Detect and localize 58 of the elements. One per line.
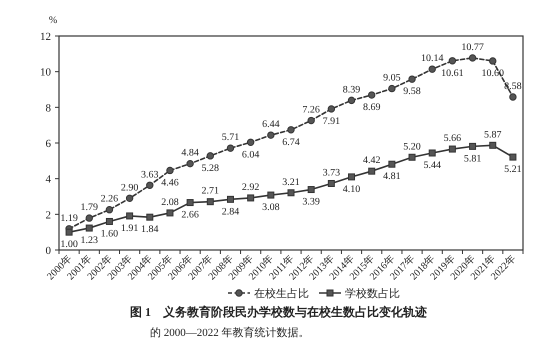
data-label: 2.08 (161, 196, 179, 208)
data-label: 9.58 (403, 86, 421, 98)
data-label: 4.42 (362, 155, 380, 166)
data-label: 1.19 (60, 212, 78, 224)
data-label: 4.10 (342, 184, 360, 195)
data-label: 6.74 (282, 136, 300, 148)
y-axis-title: % (48, 15, 58, 26)
data-label: 4.84 (181, 148, 199, 159)
data-label: 2.84 (222, 206, 240, 218)
data-label: 7.26 (302, 104, 320, 116)
data-label: 1.00 (60, 239, 78, 250)
data-label: 6.44 (262, 119, 280, 130)
data-label: 5.44 (423, 160, 441, 171)
data-label: 2.66 (181, 210, 199, 221)
y-tick-label: 4 (46, 174, 52, 186)
data-label: 7.91 (322, 116, 340, 127)
data-label: 6.04 (242, 149, 260, 160)
text: 图 1 义务教育阶段民办学校数与在校生数占比变化轨迹 (130, 305, 427, 319)
data-label: 5.81 (464, 153, 482, 164)
legend-item: 在校生占比 (228, 288, 309, 300)
y-tick-label: 10 (40, 66, 52, 79)
legend-label: 学校数占比 (345, 287, 400, 300)
data-label: 2.71 (202, 186, 220, 197)
text: 的 2000—2022 年教育统计数据。 (150, 326, 310, 339)
data-label: 1.84 (141, 224, 159, 236)
data-label: 5.28 (202, 162, 220, 174)
data-label: 1.60 (100, 228, 118, 240)
data-label: 8.69 (362, 102, 380, 114)
data-label: 3.08 (262, 202, 280, 214)
data-label: 10.77 (461, 42, 484, 53)
data-label: 2.92 (242, 182, 260, 193)
data-label: 5.87 (484, 129, 502, 140)
y-tick-label: 6 (46, 138, 52, 150)
data-label: 5.20 (403, 141, 421, 152)
data-label: 2.90 (120, 182, 138, 194)
legend-item: 学校数占比 (319, 288, 400, 300)
data-label: 2.26 (100, 194, 118, 205)
data-label: 3.21 (282, 176, 300, 188)
data-label: 3.63 (141, 169, 159, 180)
data-label: 9.05 (383, 72, 401, 84)
data-label: 5.71 (222, 132, 240, 144)
y-tick-label: 8 (46, 102, 52, 114)
data-label: 4.46 (161, 177, 179, 188)
legend-label: 在校生占比 (254, 287, 309, 300)
data-label: 3.39 (302, 196, 320, 208)
data-label: 8.39 (342, 84, 360, 96)
data-label: 10.14 (420, 53, 444, 64)
y-tick-label: 2 (46, 209, 51, 222)
data-label: 1.91 (120, 222, 138, 234)
data-label: 1.79 (80, 202, 98, 214)
y-tick-label: 0 (46, 245, 52, 257)
data-label: 1.23 (80, 235, 98, 246)
data-label: 5.21 (504, 164, 522, 176)
data-label: 4.81 (383, 171, 401, 182)
data-label: 5.66 (444, 133, 462, 144)
y-tick-label: 12 (40, 31, 51, 43)
data-label: 3.73 (322, 167, 340, 178)
data-label: 10.61 (441, 68, 464, 79)
